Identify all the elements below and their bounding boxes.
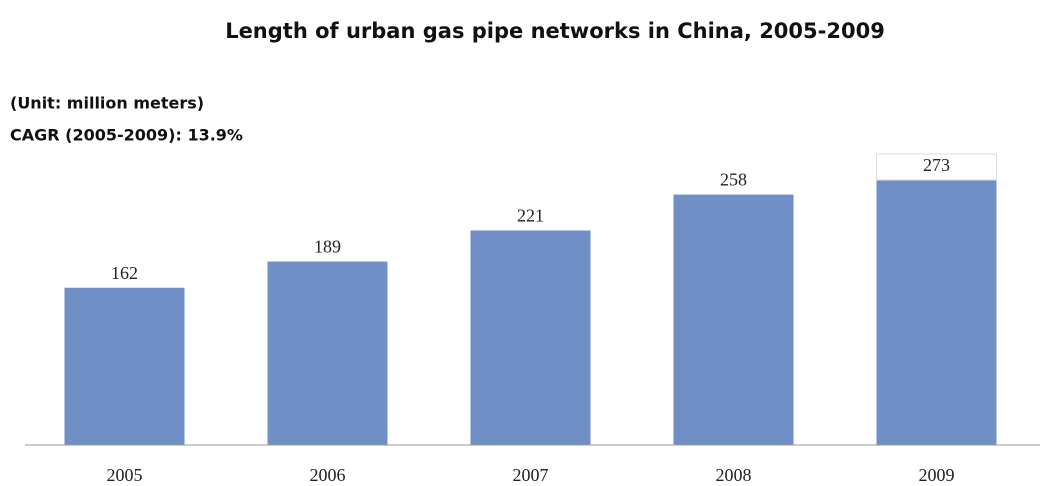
data-label: 221 [517,206,544,226]
bar [470,230,591,445]
bar [673,194,794,445]
annotation: CAGR (2005-2009): 13.9% [10,126,243,145]
data-label: 189 [314,237,341,257]
subtitle: (Unit: million meters) [10,94,204,113]
label-box [876,153,997,181]
x-tick-label: 2005 [107,465,143,485]
x-tick-label: 2008 [716,465,752,485]
x-tick-label: 2009 [919,465,955,485]
chart-title: Length of urban gas pipe networks in Chi… [225,19,885,43]
bar [64,287,185,445]
bar [267,261,388,445]
x-tick-label: 2007 [513,465,549,485]
data-label: 162 [111,263,138,283]
x-tick-label: 2006 [310,465,346,485]
data-label: 273 [923,155,950,175]
bar [876,180,997,445]
data-label: 258 [720,170,747,190]
